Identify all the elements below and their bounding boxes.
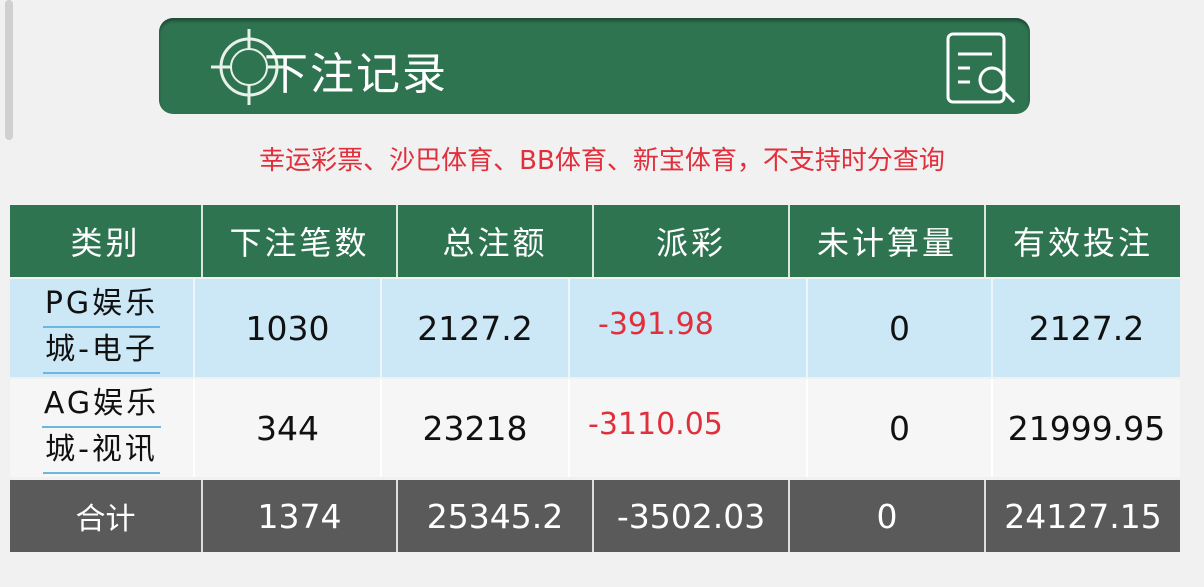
total-cell: 2127.2: [382, 279, 570, 377]
scrollbar[interactable]: [5, 0, 13, 140]
category-text: PG娱乐: [42, 282, 161, 328]
total-cell: 25345.2: [398, 480, 594, 552]
valid-cell: 24127.15: [986, 480, 1180, 552]
col-header: 总注额: [398, 205, 594, 277]
crosshair-target-icon: [211, 29, 287, 105]
total-cell: 23218: [382, 379, 570, 477]
unsettled-cell: 0: [808, 379, 993, 477]
col-header: 派彩: [594, 205, 790, 277]
col-header: 有效投注: [986, 205, 1180, 277]
notice-text: 幸运彩票、沙巴体育、BB体育、新宝体育，不支持时分查询: [259, 146, 945, 176]
category-text: 城-视讯: [43, 428, 160, 474]
valid-cell: 2127.2: [993, 279, 1180, 377]
valid-cell: 21999.95: [993, 379, 1180, 477]
header-banner: 下注记录: [159, 18, 1030, 114]
page-title: 下注记录: [264, 49, 448, 100]
payout-cell: -3110.05: [570, 379, 808, 477]
payout-cell: -391.98: [570, 279, 808, 377]
col-header: 下注笔数: [203, 205, 398, 277]
count-cell: 1030: [195, 279, 382, 377]
category-link[interactable]: AG娱乐 城-视讯: [10, 379, 195, 477]
category-text: AG娱乐: [41, 382, 162, 428]
count-cell: 1374: [203, 480, 398, 552]
category-link[interactable]: PG娱乐 城-电子: [10, 279, 195, 377]
payout-cell: -3502.03: [594, 480, 790, 552]
unsettled-cell: 0: [790, 480, 986, 552]
document-search-icon[interactable]: [944, 30, 1024, 108]
unsettled-cell: 0: [808, 279, 993, 377]
col-header: 未计算量: [790, 205, 986, 277]
count-cell: 344: [195, 379, 382, 477]
col-header: 类别: [10, 205, 203, 277]
category-text: 城-电子: [43, 328, 160, 374]
totals-label: 合计: [10, 480, 203, 552]
